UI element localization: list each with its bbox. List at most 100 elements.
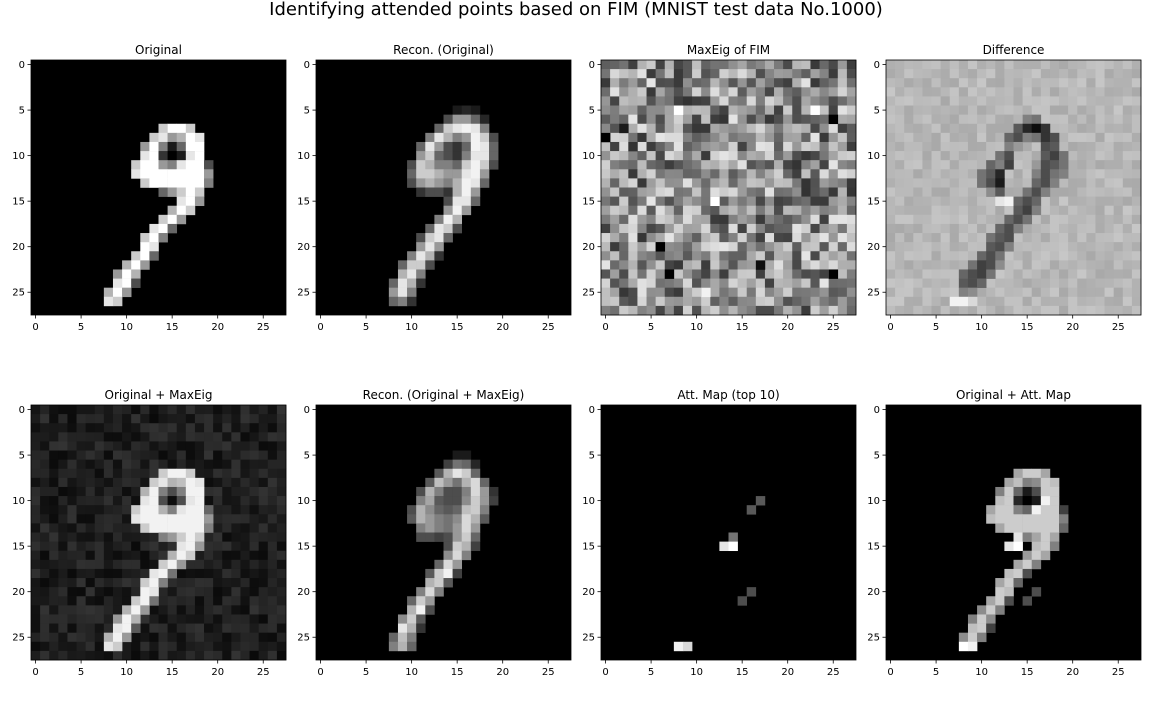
heatmap-cell [940,214,951,225]
heatmap-cell [940,242,951,252]
heatmap-cell [719,105,729,115]
heatmap-cell [267,550,278,561]
heatmap-cell [895,123,905,134]
heatmap-cell [1031,587,1042,597]
heatmap-cell [682,114,693,125]
heatmap-cell [913,260,923,270]
heatmap-cell [746,69,757,79]
heatmap-cell [112,578,123,588]
heatmap-cell [792,96,802,106]
heatmap-cell [1049,214,1060,225]
heatmap-cell [85,514,96,524]
heatmap-cell [692,305,702,316]
heatmap-cell [922,214,932,225]
heatmap-cell [1022,269,1033,279]
heatmap-cell [746,251,757,261]
heatmap-cell [443,523,453,533]
heatmap-cell [443,141,453,152]
heatmap-cell [222,623,232,633]
heatmap-cell [1013,60,1023,70]
heatmap-cell [185,578,196,588]
heatmap-cell [895,160,905,170]
heatmap-cell [655,160,666,170]
heatmap-cell [158,151,168,161]
heatmap-cell [258,441,269,451]
heatmap-cell [1104,196,1114,207]
heatmap-cell [895,105,905,115]
heatmap-cell [158,160,168,170]
heatmap-cell [931,69,941,79]
heatmap-cell [995,178,1005,188]
heatmap-cell [1077,296,1087,307]
heatmap-cell [949,69,960,79]
heatmap-cell [470,160,481,170]
heatmap-cell [434,160,444,170]
heatmap-cell [646,205,656,216]
heatmap-cell [1059,287,1069,298]
heatmap-cell [222,496,232,506]
heatmap-cell [977,632,987,643]
heatmap-cell [1049,178,1060,188]
heatmap-cell [895,205,905,216]
heatmap-cell [601,278,611,288]
heatmap-cell [664,123,675,134]
heatmap-cell [949,269,960,279]
heatmap-cell [1122,196,1133,207]
heatmap-cell [628,305,638,316]
heatmap-cell [49,650,59,661]
heatmap-cell [249,459,259,470]
heatmap-cell [204,614,214,624]
heatmap-cell [1122,251,1133,261]
heatmap-cell [1086,223,1096,234]
heatmap-cell [397,641,408,652]
heatmap-cell [1059,223,1069,234]
y-tick-label: 20 [12,242,25,253]
heatmap-cell [673,151,684,161]
heatmap-cell [249,650,259,661]
heatmap-cell [204,550,214,561]
heatmap-cell [249,505,259,515]
heatmap-cell [140,623,150,633]
heatmap-cell [112,278,123,288]
heatmap-cell [1095,105,1105,115]
heatmap-cell [416,514,426,524]
heatmap-cell [231,550,241,561]
heatmap-cell [810,251,820,261]
heatmap-cell [434,132,444,143]
heatmap-cell [1068,132,1078,143]
y-tick-label: 5 [874,451,880,462]
axes-frame [600,59,857,316]
heatmap-cell [1022,523,1033,533]
heatmap-cell [1131,205,1142,216]
heatmap-cell [977,87,987,97]
heatmap-cell [489,141,499,152]
heatmap-cell [167,178,178,188]
heatmap-cell [828,214,839,225]
heatmap-cell [646,269,656,279]
heatmap-cell [258,432,269,442]
heatmap-cell [810,105,820,115]
heatmap-cell [774,287,784,298]
heatmap-cell [986,269,996,279]
heatmap-cell [949,287,960,298]
heatmap-cell [755,205,766,216]
heatmap-cell [977,69,987,79]
heatmap-cell [682,214,693,225]
heatmap-cell [461,523,472,533]
heatmap-cell [103,523,114,533]
heatmap-cell [112,468,123,479]
heatmap-cell [185,132,196,143]
heatmap-cell [619,242,629,252]
heatmap-cell [131,269,141,279]
heatmap-cell [416,141,426,152]
heatmap-cell [407,296,417,307]
heatmap-cell [728,123,738,134]
heatmap-cell [1068,178,1078,188]
heatmap-cell [1022,477,1033,488]
heatmap-cell [443,205,453,216]
heatmap-cell [204,559,214,570]
heatmap-cell [58,596,68,606]
heatmap-cell [194,605,205,615]
heatmap-cell [619,287,629,298]
heatmap-cell [995,251,1005,261]
